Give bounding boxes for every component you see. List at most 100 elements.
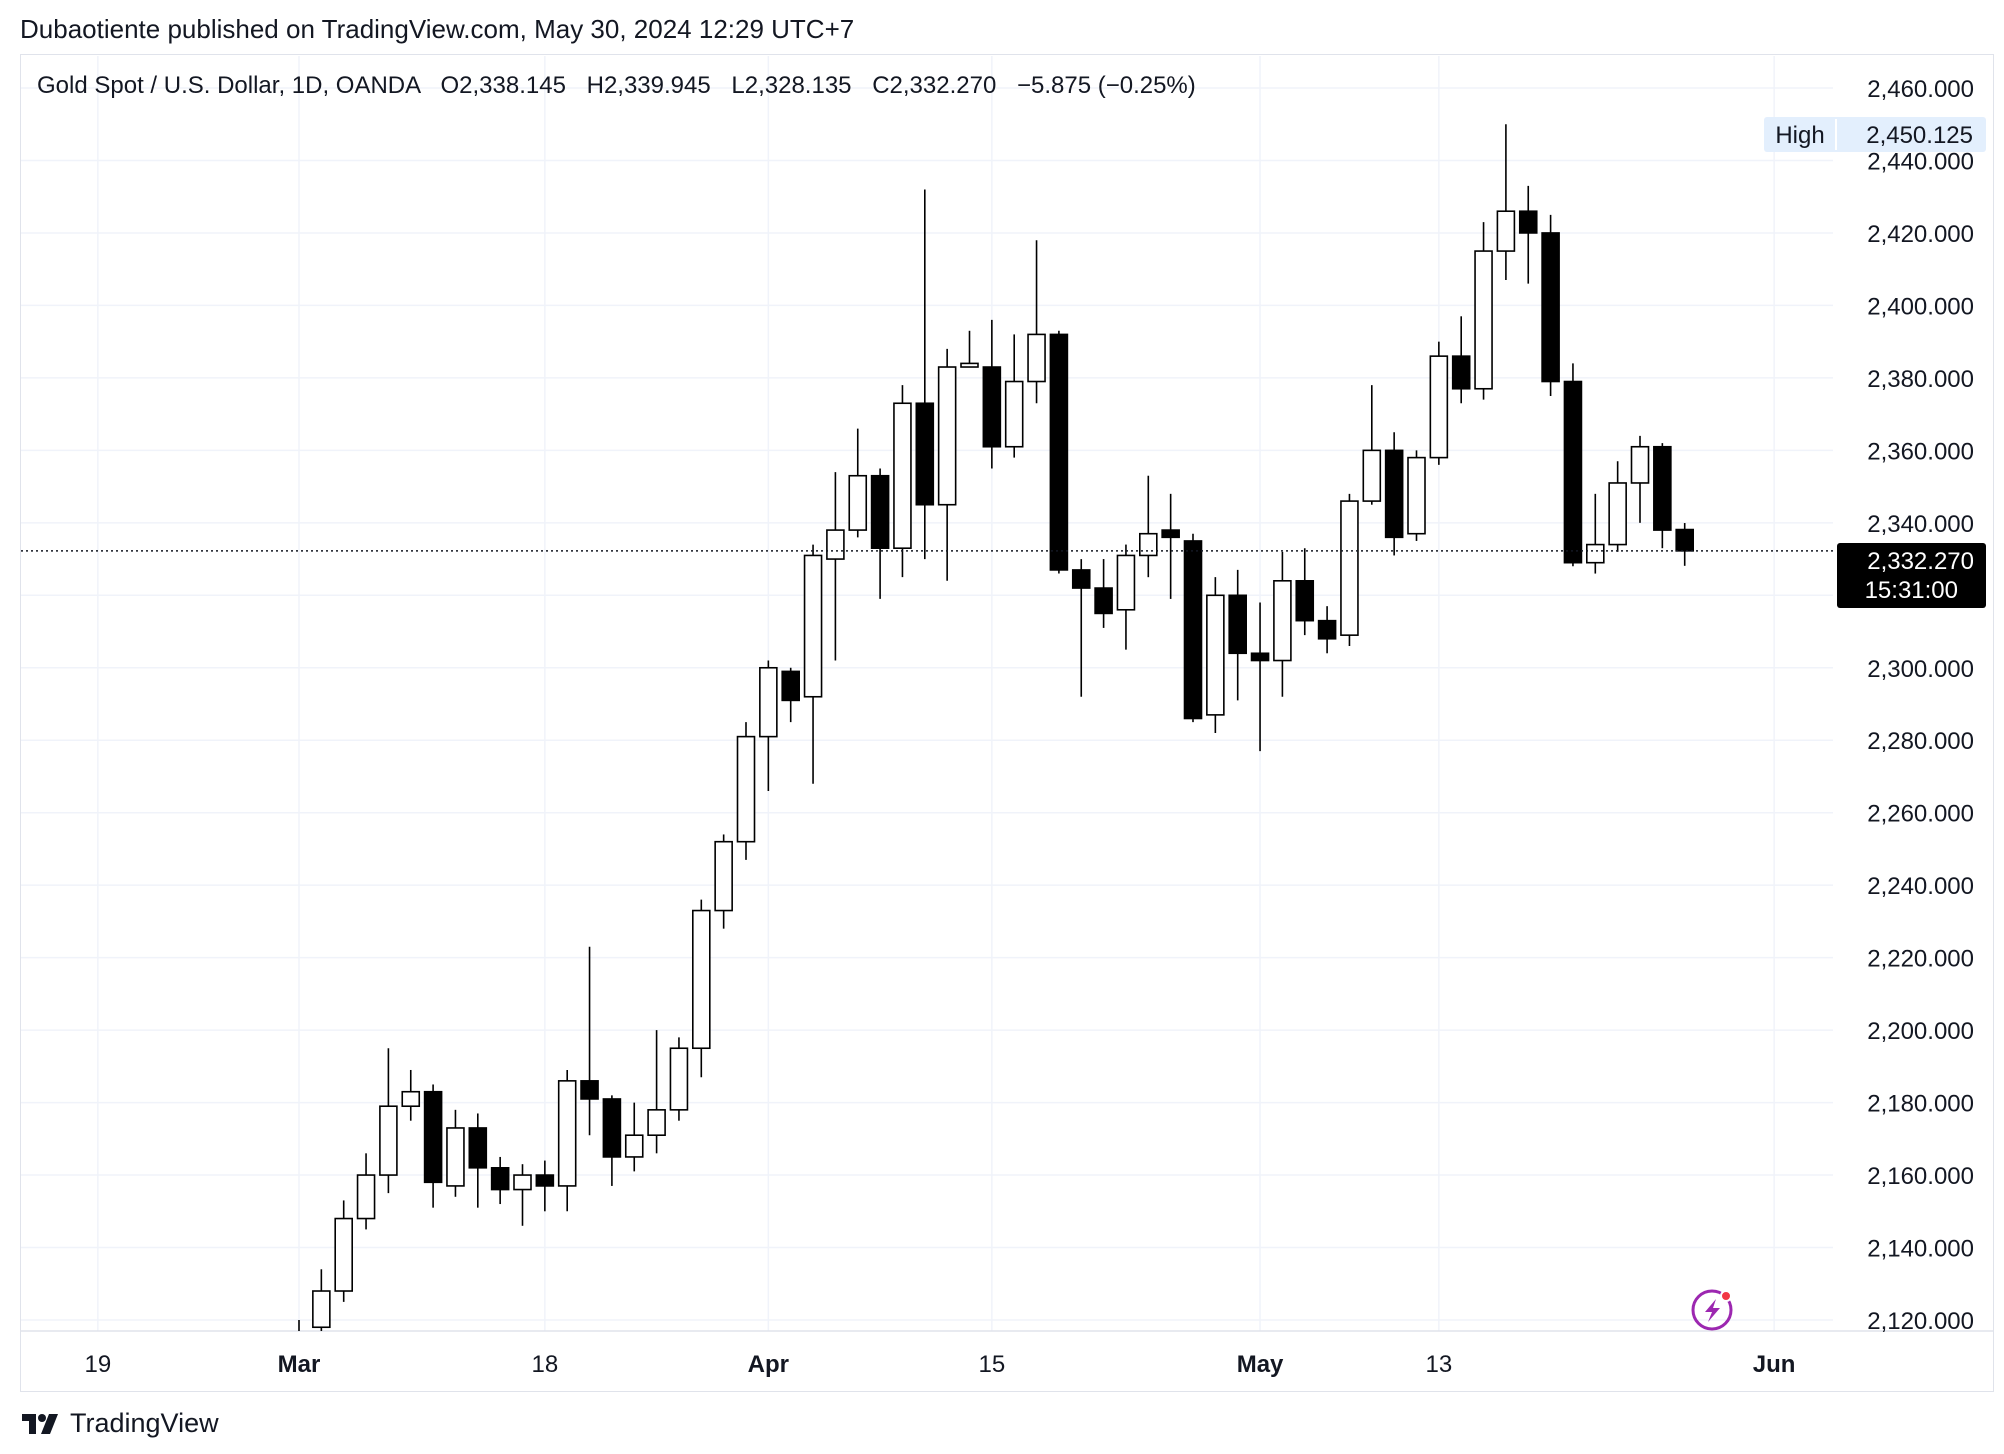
candle-body-up: [401, 1090, 421, 1108]
y-tick-label: 2,440.000: [1867, 148, 1974, 175]
candle-body-down: [423, 1090, 443, 1184]
candle-body-down: [1071, 569, 1091, 589]
candle: [423, 1084, 443, 1208]
candle-body-up: [379, 1105, 398, 1176]
footer-logo[interactable]: TradingView: [22, 1408, 219, 1439]
high-badge-label: High: [1775, 122, 1824, 149]
candle: [1116, 544, 1136, 650]
x-tick-label: 15: [978, 1351, 1005, 1378]
candle-body-up: [1630, 445, 1650, 484]
candle: [893, 385, 912, 578]
y-tick-label: 2,420.000: [1867, 221, 1974, 248]
y-tick-label: 2,260.000: [1867, 801, 1974, 828]
candle: [401, 1069, 421, 1121]
tradingview-logo-icon: [22, 1413, 58, 1434]
time-axis[interactable]: 19 Mar 18 Apr 15 May 13 Jun: [84, 1351, 1795, 1378]
legend-line: Gold Spot / U.S. Dollar, 1D, OANDA O2,33…: [37, 72, 1196, 99]
candle-body-down: [490, 1167, 510, 1191]
candle-body-up: [1340, 500, 1359, 636]
candle: [915, 189, 935, 560]
candle-body-down: [535, 1174, 555, 1187]
candle: [1139, 475, 1158, 578]
candle-body-up: [1004, 380, 1024, 448]
candle-body-down: [1518, 210, 1538, 234]
candle: [714, 834, 733, 929]
candle: [580, 946, 599, 1136]
candle-body-up: [291, 1374, 308, 1428]
candle-body-up: [669, 1047, 689, 1111]
candle-body-up: [826, 529, 845, 560]
lightning-icon[interactable]: [1691, 1289, 1733, 1331]
candle: [468, 1113, 488, 1208]
candle-body-down: [1049, 333, 1069, 571]
candle: [312, 1269, 331, 1331]
candle: [557, 1069, 577, 1212]
high-badge-bg: [1764, 117, 1986, 152]
y-tick-label: 2,340.000: [1867, 511, 1974, 538]
y-tick-label: 2,140.000: [1867, 1236, 1974, 1263]
candle-body-up: [691, 909, 711, 1050]
candle: [1027, 240, 1046, 404]
candle-body-up: [1429, 355, 1449, 459]
candle-body-up: [759, 666, 778, 738]
last-price-badge: 2,332.270 15:31:00: [1837, 543, 1986, 608]
candle: [513, 1164, 532, 1226]
high-badge-value: 2,450.125: [1866, 122, 1973, 149]
candle: [602, 1095, 622, 1186]
candle: [647, 1030, 666, 1154]
candle: [1630, 435, 1650, 523]
candle: [937, 348, 957, 581]
candle-body-up: [736, 735, 756, 843]
x-tick-label: Jun: [1753, 1351, 1796, 1378]
y-tick-label: 2,160.000: [1867, 1163, 1974, 1190]
candle-body-up: [647, 1109, 666, 1137]
price-axis[interactable]: 2,120.000 2,140.000 2,160.000 2,180.000 2,20…: [1867, 76, 1974, 1335]
candle-body-up: [1139, 532, 1158, 557]
y-tick-label: 2,460.000: [1867, 76, 1974, 103]
candle: [624, 1102, 644, 1172]
legend-symbol: Gold Spot / U.S. Dollar, 1D, OANDA: [37, 72, 421, 99]
candle: [736, 722, 756, 860]
candle: [379, 1048, 398, 1194]
last-price-value: 2,332.270: [1867, 548, 1974, 575]
y-tick-label: 2,400.000: [1867, 293, 1974, 320]
candle: [1675, 523, 1694, 566]
candle: [1653, 443, 1672, 549]
candle: [982, 319, 1002, 469]
candle-body-up: [1474, 250, 1493, 390]
y-tick-label: 2,200.000: [1867, 1018, 1974, 1045]
legend-close: C2,332.270: [872, 72, 996, 99]
candle: [1273, 551, 1292, 697]
candle-body-down: [1228, 594, 1247, 655]
candle: [691, 899, 711, 1078]
candle-body-up: [1116, 554, 1136, 611]
candle-body-down: [1675, 528, 1694, 552]
candle: [1362, 385, 1382, 505]
candle: [1071, 559, 1091, 697]
candle-body-up: [334, 1217, 354, 1292]
candle-body-down: [1317, 619, 1337, 640]
candle: [490, 1156, 510, 1205]
candle-body-down: [1183, 540, 1203, 720]
candle: [1608, 461, 1627, 552]
candle: [334, 1200, 354, 1302]
legend-change: −5.875 (−0.25%): [1017, 72, 1196, 99]
x-tick-label: 19: [84, 1351, 111, 1378]
y-tick-label: 2,120.000: [1867, 1308, 1974, 1335]
candle: [870, 468, 890, 599]
y-tick-label: 2,180.000: [1867, 1091, 1974, 1118]
candle-body-up: [1027, 333, 1046, 383]
candle-body-down: [1384, 449, 1404, 539]
candle-body-down: [1451, 355, 1471, 390]
y-tick-label: 2,300.000: [1867, 656, 1974, 683]
candle: [1474, 222, 1493, 400]
candle: [1407, 450, 1426, 541]
candle-body-down: [580, 1080, 599, 1100]
candle-body-down: [468, 1127, 488, 1169]
y-tick-label: 2,240.000: [1867, 873, 1974, 900]
publisher-line: Dubaotiente published on TradingView.com…: [20, 14, 855, 44]
candle: [1451, 316, 1471, 404]
legend-high: H2,339.945: [587, 72, 711, 99]
legend-low: L2,328.135: [731, 72, 851, 99]
